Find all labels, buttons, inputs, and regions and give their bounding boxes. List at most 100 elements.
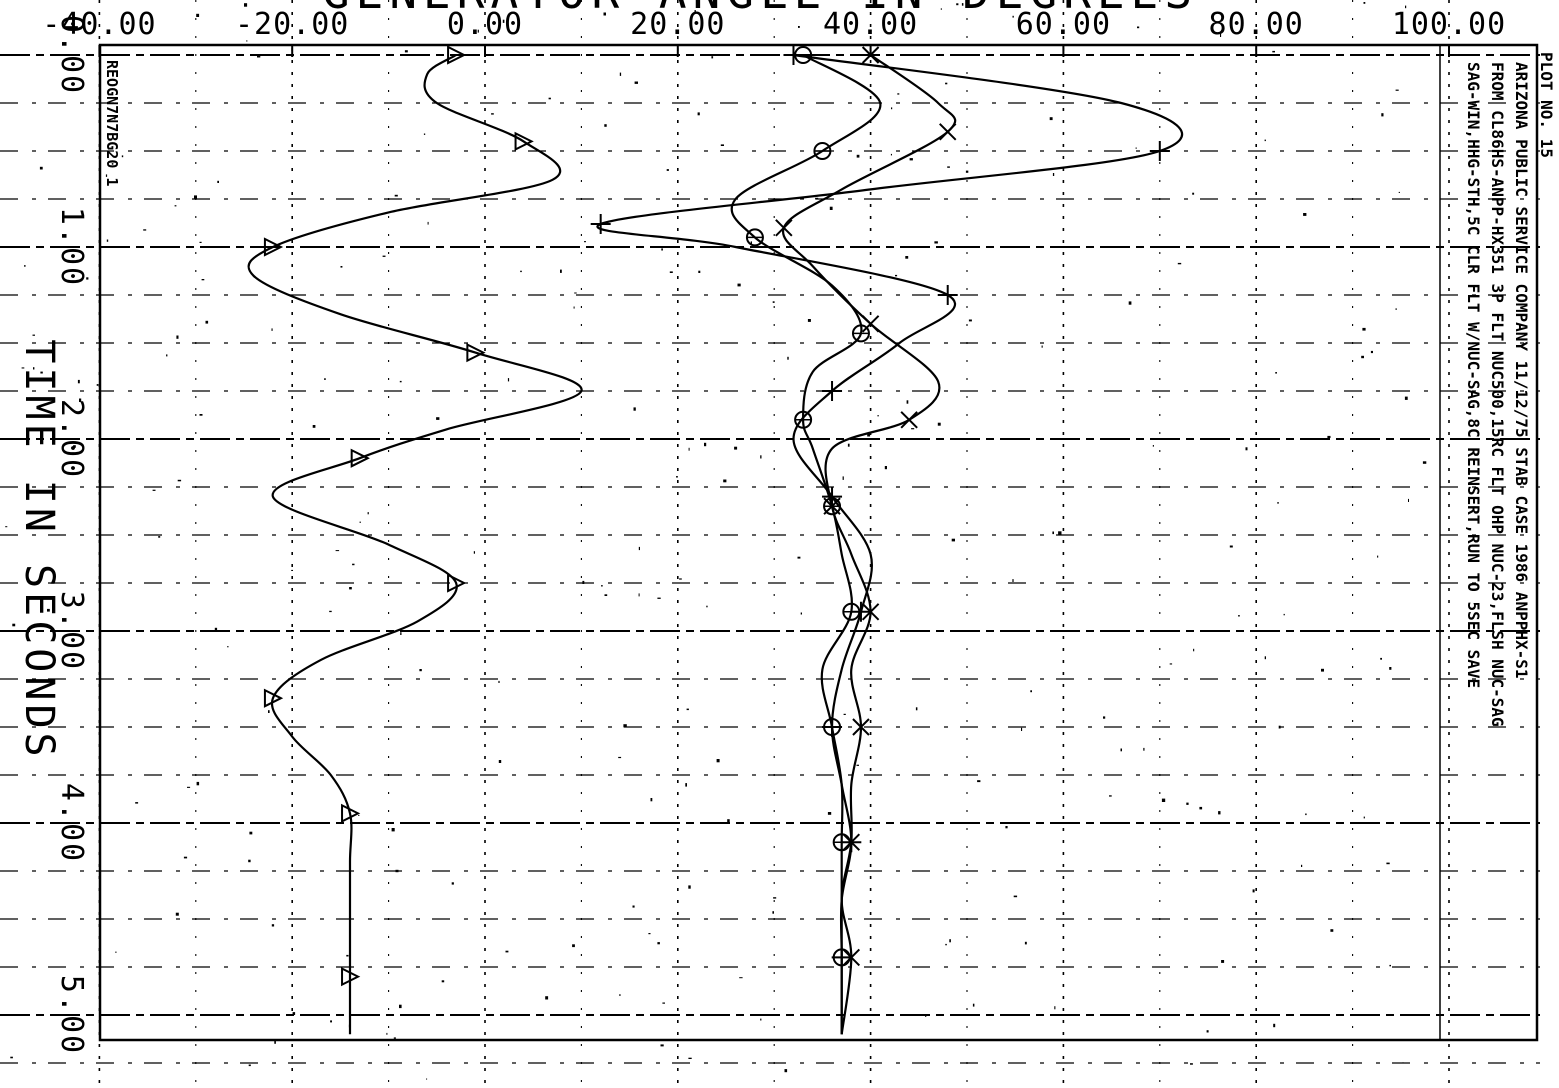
scan-speck [183, 856, 188, 859]
scan-speck [349, 587, 352, 590]
scan-speck [688, 885, 691, 889]
scan-speck [697, 112, 700, 116]
scan-speck [977, 780, 981, 783]
run-label: REOGN7N7BG20 1 [103, 60, 121, 186]
scan-speck [582, 580, 585, 584]
scan-speck [1377, 555, 1379, 558]
scan-speck [1395, 308, 1397, 310]
scan-speck [1177, 262, 1182, 265]
scan-speck [720, 144, 724, 146]
scan-speck [856, 154, 860, 158]
scan-speck [217, 180, 219, 183]
scan-speck [268, 710, 270, 713]
series-layer [247, 45, 1184, 1035]
scan-speck [271, 924, 275, 927]
scan-speck [441, 980, 445, 983]
scan-speck [961, 3, 964, 6]
scan-speck [940, 8, 942, 10]
scan-speck [829, 206, 833, 210]
scan-speck [152, 489, 156, 491]
scan-speck [1024, 941, 1027, 945]
scan-speck [1109, 795, 1112, 797]
scan-speck [1161, 798, 1166, 802]
scan-speck [706, 605, 708, 608]
scan-speck [248, 1064, 251, 1067]
scan-speck [1012, 579, 1014, 582]
scan-speck [1052, 531, 1054, 535]
scan-speck [638, 546, 640, 551]
scan-speck [698, 270, 701, 273]
scan-speck [1137, 26, 1140, 29]
series-line-x [781, 54, 957, 1035]
scan-speck [12, 623, 16, 627]
scan-speck [915, 707, 918, 711]
scan-speck [346, 954, 349, 957]
scan-speck [5, 526, 8, 528]
scan-speck [925, 1014, 927, 1017]
scan-speck [257, 54, 261, 58]
scan-speck [391, 828, 395, 832]
scan-speck [1192, 192, 1195, 195]
scan-speck [842, 476, 844, 480]
scan-speck [1402, 1062, 1404, 1064]
angle-tick-label: -20.00 [235, 7, 349, 42]
scan-speck [560, 269, 562, 273]
scan-speck [1186, 802, 1189, 805]
scan-noise [5, 2, 1427, 1080]
scan-speck [507, 378, 510, 382]
scan-speck [330, 1020, 332, 1023]
triangle-marker [466, 342, 486, 363]
time-axis-ticks: 0.00 1.00 2.00 3.00 4.00 5.00 [54, 15, 112, 1055]
scan-speck [367, 512, 369, 515]
scan-speck [1021, 727, 1023, 731]
scan-speck [877, 415, 879, 417]
scan-speck [394, 194, 398, 197]
scan-speck [545, 996, 549, 1000]
scan-speck [359, 521, 361, 523]
scan-speck [956, 3, 959, 6]
scan-speck [704, 442, 707, 447]
scan-speck [194, 195, 197, 199]
scan-speck [666, 169, 669, 171]
scan-speck [1283, 613, 1285, 616]
scan-speck [972, 1003, 975, 1007]
scan-speck [648, 933, 651, 935]
scan-speck [945, 82, 948, 85]
triangle-marker [514, 131, 534, 152]
scan-speck [187, 786, 191, 788]
scan-speck [650, 798, 653, 802]
plot-number: PLOT NO. 15 [1537, 52, 1556, 158]
series-x [775, 46, 957, 1035]
scan-speck [1330, 929, 1334, 932]
scan-speck [491, 113, 494, 115]
scan-speck [1128, 301, 1132, 305]
scan-speck [399, 1004, 402, 1009]
scan-speck [604, 594, 608, 596]
plus-marker [937, 285, 958, 305]
scan-speck [21, 367, 25, 369]
x-marker [842, 948, 861, 967]
scan-speck [867, 433, 871, 437]
scan-speck [502, 19, 505, 23]
scan-speck [340, 266, 343, 268]
scan-speck [1404, 396, 1408, 400]
scan-speck [335, 550, 340, 552]
scan-speck [395, 869, 399, 873]
scan-speck [1041, 345, 1043, 348]
angle-tick-label: 40.00 [823, 7, 918, 42]
triangle-marker [350, 448, 370, 468]
time-tick-label: 3.00 [54, 591, 89, 671]
scan-speck [1012, 15, 1014, 18]
scan-speck [32, 334, 35, 336]
scan-speck [196, 13, 200, 17]
scan-speck [199, 241, 202, 243]
scan-speck [174, 205, 177, 207]
x-marker [775, 219, 793, 237]
scan-speck [427, 221, 429, 225]
scan-speck [772, 911, 774, 914]
scan-speck [1206, 1030, 1209, 1033]
scan-speck [249, 831, 253, 835]
scan-speck [688, 447, 690, 451]
scan-speck [292, 1012, 296, 1015]
